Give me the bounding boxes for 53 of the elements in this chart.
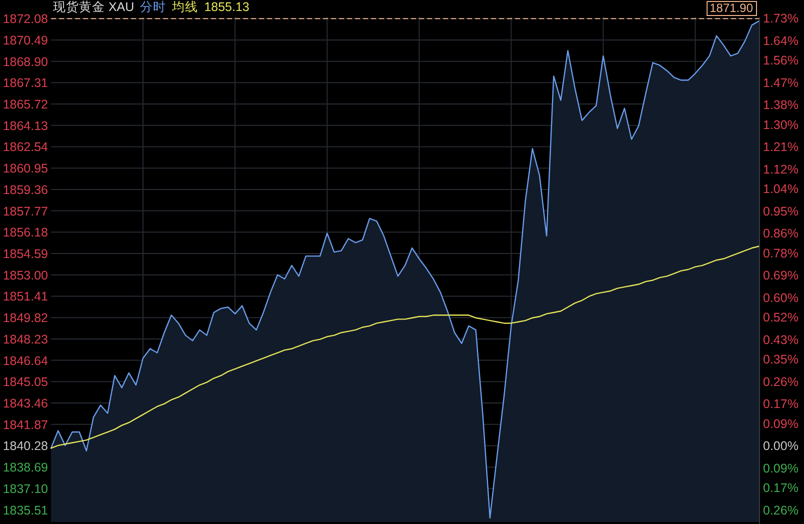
y2-tick-label: 1.64% bbox=[763, 34, 798, 48]
y-tick-label: 1835.51 bbox=[2, 503, 48, 518]
annotation: 1871.90 bbox=[706, 1, 757, 16]
y-tick-label: 1872.08 bbox=[2, 12, 48, 26]
y2-tick-label: 0.95% bbox=[763, 204, 798, 218]
y-tick-label: 1859.36 bbox=[2, 182, 48, 197]
chart-title: 现货黄金 XAU bbox=[53, 0, 134, 14]
y-tick-label: 1867.31 bbox=[2, 76, 48, 90]
y-tick-label: 1865.72 bbox=[2, 98, 48, 112]
y2-tick-label: 0.26% bbox=[763, 374, 798, 389]
y-tick-label: 1860.95 bbox=[2, 162, 48, 176]
y2-tick-label: 1.47% bbox=[763, 76, 798, 90]
y-tick-label: 1843.46 bbox=[2, 396, 48, 411]
y-tick-label: 1837.10 bbox=[2, 482, 48, 496]
y-tick-label: 1864.13 bbox=[2, 118, 48, 133]
y2-tick-label: 1.56% bbox=[763, 54, 798, 68]
y2-tick-label: 0.52% bbox=[763, 310, 798, 325]
y-tick-label: 1841.87 bbox=[2, 418, 48, 432]
y2-tick-label: 0.26% bbox=[763, 503, 798, 518]
y2-tick-label: 0.00% bbox=[763, 439, 798, 454]
y2-tick-label: 0.17% bbox=[763, 481, 798, 496]
y-tick-label: 1857.77 bbox=[2, 204, 48, 218]
y2-tick-label: 1.38% bbox=[763, 98, 798, 112]
y2-tick-label: 0.69% bbox=[763, 268, 798, 283]
y-tick-label: 1868.90 bbox=[2, 54, 48, 69]
y-tick-label: 1854.59 bbox=[2, 247, 48, 262]
y2-tick-label: 1.04% bbox=[763, 182, 798, 196]
y2-tick-label: 0.43% bbox=[763, 332, 798, 347]
y-tick-label: 1870.49 bbox=[2, 33, 48, 48]
y-tick-label: 1848.23 bbox=[2, 332, 48, 346]
y-tick-label: 1853.00 bbox=[2, 268, 48, 282]
text: 分时 bbox=[140, 0, 166, 14]
y2-tick-label: 1.21% bbox=[763, 140, 798, 154]
y2-tick-label: 0.60% bbox=[763, 290, 798, 305]
y-tick-label: 1856.18 bbox=[2, 226, 48, 240]
y2-tick-label: 0.86% bbox=[763, 226, 798, 241]
y2-tick-label: 0.09% bbox=[763, 461, 798, 476]
text: 1855.13 bbox=[204, 0, 250, 14]
y-tick-label: 1845.05 bbox=[2, 375, 48, 390]
y-tick-label: 1849.82 bbox=[2, 311, 48, 326]
y2-tick-label: 1.30% bbox=[763, 118, 798, 132]
y2-tick-label: 1.73% bbox=[763, 12, 798, 26]
y-tick-label: 1846.64 bbox=[2, 354, 48, 368]
y-tick-label: 1838.69 bbox=[2, 460, 48, 475]
y2-tick-label: 0.35% bbox=[763, 352, 798, 367]
y2-tick-label: 0.17% bbox=[763, 397, 798, 412]
y-tick-label: 1840.28 bbox=[2, 439, 48, 454]
y-tick-label: 1862.54 bbox=[2, 140, 48, 154]
text: 均线 bbox=[171, 0, 198, 14]
y2-tick-label: 1.12% bbox=[763, 162, 798, 176]
y-tick-label: 1851.41 bbox=[2, 290, 48, 304]
y2-tick-label: 0.09% bbox=[763, 416, 798, 431]
y2-tick-label: 0.78% bbox=[763, 246, 798, 260]
